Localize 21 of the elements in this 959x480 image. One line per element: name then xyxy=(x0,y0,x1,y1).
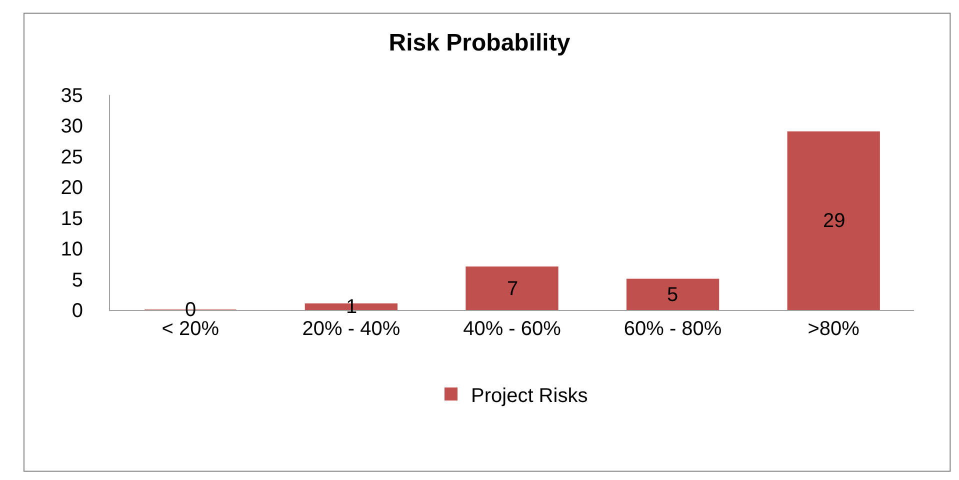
bar xyxy=(626,278,720,310)
bar xyxy=(466,266,558,310)
x-tick-label: < 20% xyxy=(162,318,220,340)
x-tick-label: 60% - 80% xyxy=(624,318,722,340)
x-tick-label: 20% - 40% xyxy=(302,318,400,340)
data-label: 5 xyxy=(667,284,678,306)
y-tick-label: 15 xyxy=(60,208,83,230)
y-tick-label: 20 xyxy=(60,177,83,200)
data-label: 7 xyxy=(507,278,518,300)
y-tick-label: 10 xyxy=(60,238,83,261)
y-tick-label: 30 xyxy=(60,116,83,138)
y-tick-label: 25 xyxy=(60,146,83,168)
y-tick-label: 5 xyxy=(72,269,83,292)
data-label: 29 xyxy=(823,210,846,232)
bar xyxy=(787,131,880,310)
y-tick-label: 0 xyxy=(72,300,83,322)
x-tick-label: 40% - 60% xyxy=(463,318,562,340)
y-tick-label: 35 xyxy=(60,85,83,107)
legend-label: Project Risks xyxy=(471,384,588,407)
chart-title: Risk Probability xyxy=(388,29,571,56)
x-tick-label: >80% xyxy=(808,318,860,340)
